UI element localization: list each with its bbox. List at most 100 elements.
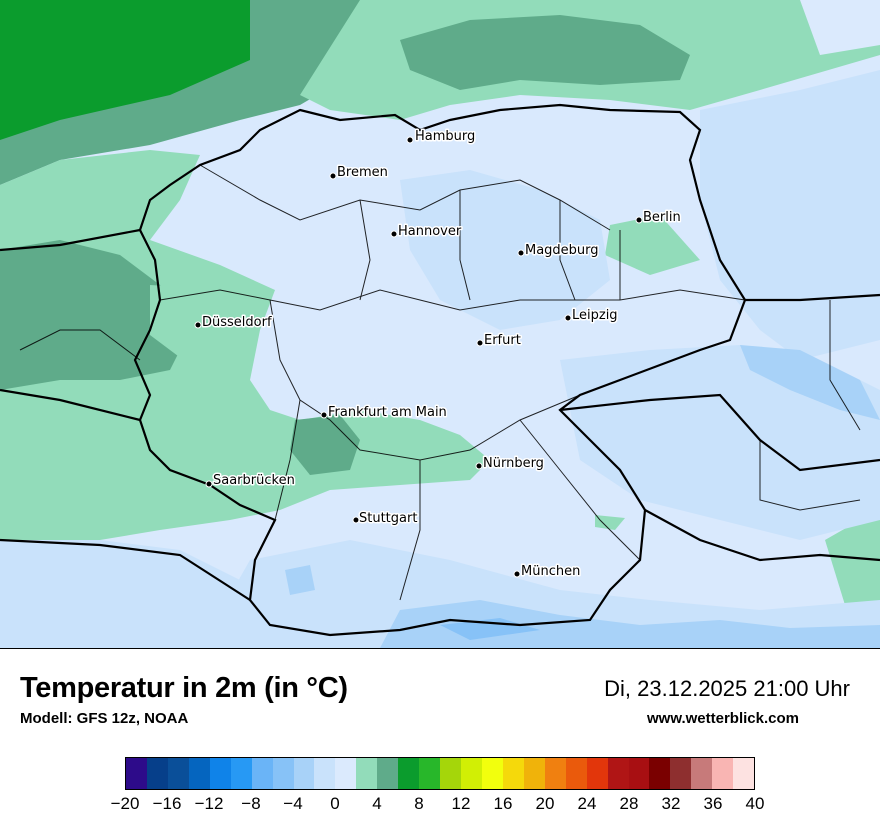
city-label: Erfurt bbox=[484, 333, 521, 348]
legend-swatch bbox=[377, 758, 399, 789]
legend-swatch bbox=[628, 758, 650, 789]
city-berlin: Berlin bbox=[635, 209, 682, 227]
legend-tick-label: 4 bbox=[372, 794, 382, 813]
city-magdeburg: Magdeburg bbox=[517, 242, 600, 260]
legend-swatch bbox=[335, 758, 357, 789]
bavaria-green bbox=[595, 515, 625, 530]
baltic-dark bbox=[400, 15, 690, 90]
state-borders bbox=[19, 164, 861, 601]
legend-swatch bbox=[670, 758, 692, 789]
legend-tick-label: 16 bbox=[493, 794, 513, 813]
city-frankfurt: Frankfurt am Main bbox=[320, 404, 448, 422]
legend-swatch bbox=[712, 758, 734, 789]
city-dot bbox=[320, 411, 328, 419]
legend-tick-labels: −20 −16 −12 −8 −4 0 4 8 12 16 20 24 28 32 36 40 bbox=[111, 794, 765, 818]
city-dot bbox=[635, 216, 643, 224]
city-dot bbox=[390, 230, 398, 238]
city-label: Bremen bbox=[337, 165, 388, 180]
temperature-map: Hamburg Bremen Berlin Hannover Magdeburg… bbox=[0, 0, 880, 649]
legend-tick-label: −8 bbox=[241, 794, 261, 813]
city-dot bbox=[564, 314, 572, 322]
legend-tick-label: 28 bbox=[619, 794, 639, 813]
legend-swatch bbox=[691, 758, 713, 789]
city-label: Leipzig bbox=[572, 308, 618, 323]
city-duesseldorf: Düsseldorf bbox=[194, 314, 273, 332]
color-scale-legend bbox=[125, 757, 755, 790]
legend-swatch bbox=[146, 758, 168, 789]
legend-tick-label: 8 bbox=[414, 794, 424, 813]
city-stuttgart: Stuttgart bbox=[352, 510, 419, 528]
city-bremen: Bremen bbox=[329, 164, 389, 182]
website-label: www.wetterblick.com bbox=[647, 710, 799, 727]
city-label: Magdeburg bbox=[525, 243, 599, 258]
nrw-green bbox=[150, 285, 255, 370]
city-label: Saarbrücken bbox=[213, 473, 295, 488]
city-dot bbox=[329, 172, 337, 180]
city-hannover: Hannover bbox=[390, 223, 463, 241]
city-saarbruecken: Saarbrücken bbox=[205, 472, 296, 490]
legend-tick-label: 12 bbox=[451, 794, 471, 813]
spot-blue bbox=[285, 565, 315, 595]
legend-swatch bbox=[461, 758, 482, 789]
legend-swatch bbox=[419, 758, 441, 789]
legend-swatch bbox=[544, 758, 566, 789]
city-label: Nürnberg bbox=[483, 456, 544, 471]
legend-swatch bbox=[356, 758, 378, 789]
legend-swatch bbox=[293, 758, 315, 789]
legend-swatch bbox=[523, 758, 545, 789]
legend-swatch bbox=[251, 758, 273, 789]
country-borders bbox=[0, 103, 880, 637]
city-leipzig: Leipzig bbox=[564, 307, 619, 325]
legend-tick-label: 24 bbox=[577, 794, 597, 813]
legend-swatch bbox=[502, 758, 524, 789]
city-dot bbox=[352, 516, 360, 524]
legend-tick-label: 40 bbox=[745, 794, 765, 813]
legend-tick-label: −16 bbox=[152, 794, 182, 813]
legend-tick-label: 32 bbox=[661, 794, 681, 813]
legend-swatch bbox=[209, 758, 231, 789]
city-label: Stuttgart bbox=[359, 511, 417, 526]
legend-swatch bbox=[188, 758, 210, 789]
legend-swatch bbox=[230, 758, 252, 789]
city-hamburg: Hamburg bbox=[406, 128, 477, 146]
city-label: Hannover bbox=[398, 224, 462, 239]
legend-tick-label: −12 bbox=[194, 794, 224, 813]
city-erfurt: Erfurt bbox=[476, 332, 522, 350]
city-label: Düsseldorf bbox=[202, 315, 272, 330]
legend-swatch bbox=[586, 758, 608, 789]
city-dot bbox=[517, 249, 525, 257]
east-green bbox=[825, 515, 880, 610]
legend-swatch bbox=[607, 758, 629, 789]
city-dot bbox=[194, 321, 202, 329]
legend-swatch bbox=[272, 758, 294, 789]
city-label: München bbox=[521, 564, 580, 579]
city-dot bbox=[513, 570, 521, 578]
legend-swatch bbox=[398, 758, 420, 789]
alps-deep bbox=[440, 618, 540, 640]
legend-swatch bbox=[481, 758, 503, 789]
legend-swatch bbox=[314, 758, 336, 789]
city-label: Hamburg bbox=[415, 129, 475, 144]
west-dark-green bbox=[0, 240, 190, 390]
north-sea-warm bbox=[0, 0, 250, 140]
legend-swatch bbox=[167, 758, 189, 789]
cz-blue-deep bbox=[740, 345, 880, 420]
city-dot bbox=[205, 480, 213, 488]
legend-tick-label: −4 bbox=[283, 794, 303, 813]
hessen-dark bbox=[290, 415, 360, 475]
central-blue bbox=[400, 170, 610, 330]
legend-tick-label: 36 bbox=[703, 794, 723, 813]
legend-swatch bbox=[733, 758, 755, 789]
city-dot bbox=[476, 339, 484, 347]
map-title: Temperatur in 2m (in °C) bbox=[20, 672, 348, 704]
baltic-light bbox=[800, 0, 880, 55]
legend-tick-label: −20 bbox=[110, 794, 140, 813]
swiss-blue bbox=[0, 540, 240, 648]
forecast-datetime: Di, 23.12.2025 21:00 Uhr bbox=[604, 676, 850, 701]
legend-swatch bbox=[565, 758, 587, 789]
city-label: Frankfurt am Main bbox=[328, 405, 447, 420]
legend-tick-label: 0 bbox=[330, 794, 340, 813]
city-muenchen: München bbox=[513, 563, 582, 581]
legend-tick-label: 20 bbox=[535, 794, 555, 813]
city-markers: Hamburg Bremen Berlin Hannover Magdeburg… bbox=[194, 128, 682, 581]
